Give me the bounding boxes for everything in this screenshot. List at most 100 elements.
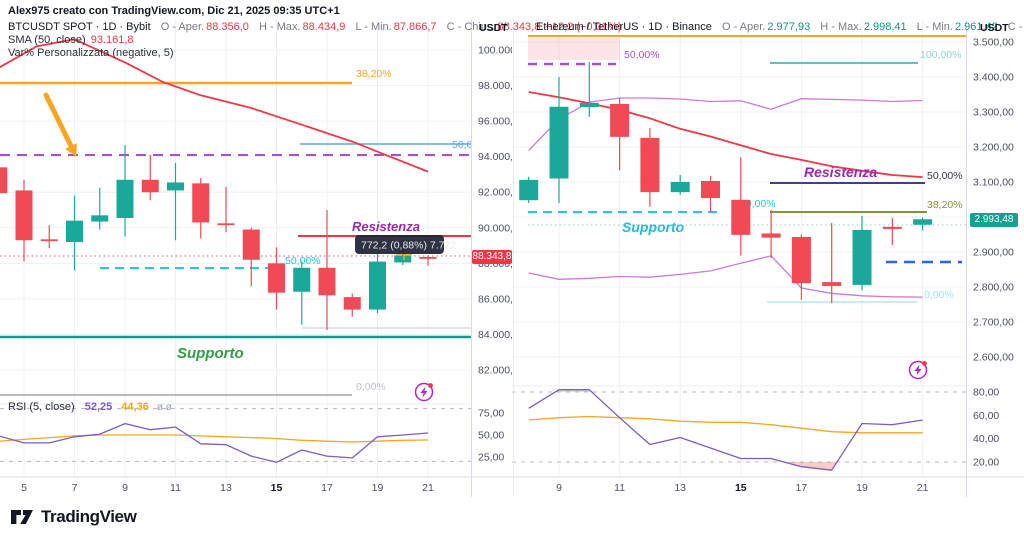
- rsi-axis-label[interactable]: 25,00: [478, 452, 504, 464]
- time-axis-label[interactable]: 19: [372, 482, 384, 494]
- candle-body[interactable]: [731, 199, 751, 235]
- candle-body[interactable]: [519, 179, 539, 201]
- candle-body[interactable]: [882, 226, 902, 229]
- time-axis-label[interactable]: 5: [21, 482, 27, 494]
- price-axis-label[interactable]: 98.000,0: [478, 80, 512, 92]
- candle-body[interactable]: [242, 229, 260, 260]
- rsi-label[interactable]: RSI (5, close): [8, 401, 75, 413]
- price-axis-label[interactable]: 82.000,0: [478, 365, 512, 377]
- time-axis-label[interactable]: 21: [422, 482, 434, 494]
- candle-body[interactable]: [343, 297, 361, 310]
- time-axis-label[interactable]: 11: [170, 482, 181, 494]
- candle-body[interactable]: [822, 282, 842, 286]
- drawing-label[interactable]: Resistenza: [352, 219, 420, 234]
- time-axis-label[interactable]: 19: [856, 482, 868, 494]
- btc-symbol-title[interactable]: BTCUSDT SPOT · 1D · Bybit: [8, 21, 151, 33]
- time-axis-label[interactable]: 13: [220, 482, 232, 494]
- price-axis-label[interactable]: 84.000,0: [478, 329, 512, 341]
- candle-body[interactable]: [394, 255, 412, 263]
- arrow-drawing[interactable]: [43, 92, 74, 149]
- candle-body[interactable]: [761, 233, 781, 238]
- sma-label[interactable]: SMA (50, close): [8, 34, 86, 46]
- candle-body[interactable]: [670, 182, 690, 193]
- candle-body[interactable]: [610, 103, 630, 137]
- rsi-axis-label[interactable]: 75,00: [478, 408, 504, 420]
- drawing-label[interactable]: Supporto: [622, 219, 685, 235]
- time-axis-label[interactable]: 17: [321, 482, 333, 494]
- sma-line[interactable]: [0, 38, 429, 173]
- candle-body[interactable]: [293, 267, 311, 292]
- rsi-axis-label[interactable]: 60,00: [973, 410, 999, 422]
- tradingview-footer[interactable]: TradingView: [10, 507, 137, 527]
- time-axis-label[interactable]: 13: [674, 482, 686, 494]
- eth-symbol-title[interactable]: Ethereum / TetherUS · 1D · Binance: [536, 21, 712, 33]
- rsi-ma-line[interactable]: [528, 415, 923, 434]
- price-axis-label[interactable]: 86.000,0: [478, 293, 512, 305]
- bollinger-upper-line[interactable]: [528, 97, 923, 151]
- time-axis-label[interactable]: 21: [917, 482, 929, 494]
- low-label: L - Min.: [916, 21, 953, 33]
- candle-body[interactable]: [15, 190, 33, 241]
- time-axis-label[interactable]: 11: [614, 482, 625, 494]
- plot-area[interactable]: 38,20% 50,00% 50,00% 0,00% Resistenza Support…: [0, 38, 488, 396]
- candle-body[interactable]: [91, 215, 109, 222]
- candle-body[interactable]: [369, 261, 386, 310]
- rsi-axis-label[interactable]: 20,00: [973, 457, 999, 469]
- price-axis-label[interactable]: 90.000,0: [478, 222, 512, 234]
- time-axis-label[interactable]: 9: [556, 482, 562, 494]
- rsi-axis-label[interactable]: 50,00: [478, 430, 504, 442]
- price-axis-label[interactable]: 3.300,00: [973, 107, 1014, 119]
- eth-chart-canvas[interactable]: 50,00% 100,00%50,00%38,20%50,00%0,00%Resi…: [512, 0, 1024, 538]
- low-label: L - Min.: [355, 21, 392, 33]
- price-axis-label[interactable]: 3.400,00: [973, 72, 1014, 84]
- price-axis-label[interactable]: 96.000,0: [478, 116, 512, 128]
- candle-body[interactable]: [549, 106, 569, 179]
- price-axis-label[interactable]: 100.000,0: [478, 45, 512, 57]
- candle-body[interactable]: [116, 179, 134, 219]
- candle-body[interactable]: [192, 183, 210, 223]
- rsi-line[interactable]: [0, 422, 429, 463]
- plot-area[interactable]: 50,00% 100,00%50,00%38,20%50,00%0,00%Resi…: [519, 35, 966, 304]
- candle-body[interactable]: [318, 267, 336, 296]
- price-axis-label[interactable]: 94.000,0: [478, 151, 512, 163]
- price-axis-label[interactable]: 2.700,00: [973, 317, 1014, 329]
- rsi-axis-label[interactable]: 80,00: [973, 387, 999, 399]
- price-axis-label[interactable]: 2.800,00: [973, 282, 1014, 294]
- time-axis-label[interactable]: 15: [735, 482, 747, 494]
- price-axis-label[interactable]: 2.900,00: [973, 247, 1014, 259]
- candle-body[interactable]: [579, 102, 599, 108]
- candle-body[interactable]: [640, 137, 660, 193]
- candle-body[interactable]: [0, 167, 8, 194]
- rsi-visibility-icon[interactable]: ø ø: [156, 402, 172, 413]
- price-axis-label[interactable]: 3.100,00: [973, 177, 1014, 189]
- candle-body[interactable]: [217, 223, 235, 226]
- candle-body[interactable]: [852, 229, 872, 285]
- btc-chart-canvas[interactable]: 38,20% 50,00% 50,00% 0,00% Resistenza Support…: [0, 0, 512, 538]
- time-axis-label[interactable]: 17: [796, 482, 808, 494]
- rsi-axis-label[interactable]: 40,00: [973, 433, 999, 445]
- candle-body[interactable]: [66, 220, 83, 243]
- var-indicator-label[interactable]: Var% Personalizzata (negative, 5): [8, 47, 174, 59]
- highlight-zone[interactable]: [528, 38, 620, 60]
- candle-body[interactable]: [141, 179, 159, 193]
- time-axis-label[interactable]: 7: [72, 482, 78, 494]
- time-axis-label[interactable]: 9: [122, 482, 128, 494]
- rsi-line[interactable]: [528, 389, 923, 471]
- price-axis-label[interactable]: 3.500,00: [973, 37, 1014, 49]
- candle-body[interactable]: [791, 236, 811, 284]
- candle-body[interactable]: [167, 182, 184, 191]
- price-axis-label[interactable]: 3.200,00: [973, 142, 1014, 154]
- drawing-label[interactable]: Resistenza: [804, 164, 877, 180]
- rsi-ma-line[interactable]: [0, 434, 429, 443]
- candle-body[interactable]: [701, 180, 720, 199]
- candle-body[interactable]: [419, 257, 437, 259]
- time-axis-label[interactable]: 15: [271, 482, 283, 494]
- tradingview-logo-icon: [11, 510, 33, 524]
- candle-body[interactable]: [913, 219, 933, 225]
- candle-body[interactable]: [268, 263, 285, 293]
- candle-body[interactable]: [40, 239, 58, 242]
- bollinger-lower-line[interactable]: [528, 255, 923, 298]
- price-axis-label[interactable]: 92.000,0: [478, 187, 512, 199]
- price-axis-label[interactable]: 2.600,00: [973, 352, 1014, 364]
- drawing-label[interactable]: Supporto: [177, 345, 244, 362]
